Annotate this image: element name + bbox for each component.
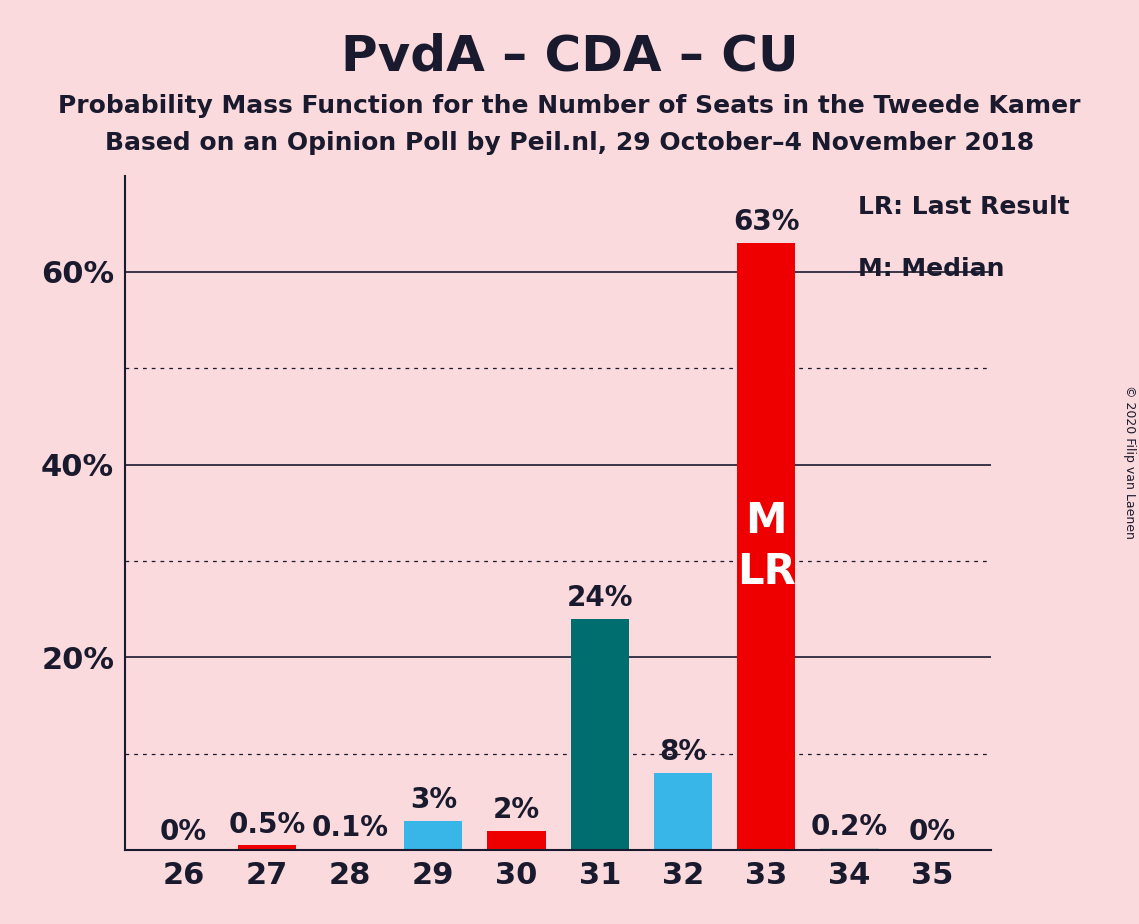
Text: 2%: 2% — [493, 796, 540, 824]
Text: 0.2%: 0.2% — [811, 813, 888, 842]
Bar — [737, 243, 795, 850]
Text: 3%: 3% — [410, 786, 457, 814]
Text: 0%: 0% — [909, 819, 957, 846]
Text: 0%: 0% — [159, 819, 207, 846]
Text: Based on an Opinion Poll by Peil.nl, 29 October–4 November 2018: Based on an Opinion Poll by Peil.nl, 29 … — [105, 131, 1034, 155]
Bar — [820, 848, 878, 850]
Bar — [487, 831, 546, 850]
Text: © 2020 Filip van Laenen: © 2020 Filip van Laenen — [1123, 385, 1137, 539]
Bar — [238, 845, 296, 850]
Text: 24%: 24% — [566, 584, 633, 612]
Text: PvdA – CDA – CU: PvdA – CDA – CU — [341, 32, 798, 80]
Bar — [321, 849, 379, 850]
Text: 8%: 8% — [659, 738, 706, 766]
Text: 0.5%: 0.5% — [228, 810, 305, 838]
Text: 63%: 63% — [734, 208, 800, 237]
Text: Probability Mass Function for the Number of Seats in the Tweede Kamer: Probability Mass Function for the Number… — [58, 94, 1081, 118]
Bar — [404, 821, 462, 850]
Text: M
LR: M LR — [737, 500, 795, 593]
Bar — [571, 619, 629, 850]
Bar — [654, 773, 712, 850]
Text: 0.1%: 0.1% — [312, 814, 388, 843]
Text: M: Median: M: Median — [858, 258, 1005, 282]
Text: LR: Last Result: LR: Last Result — [858, 195, 1070, 219]
